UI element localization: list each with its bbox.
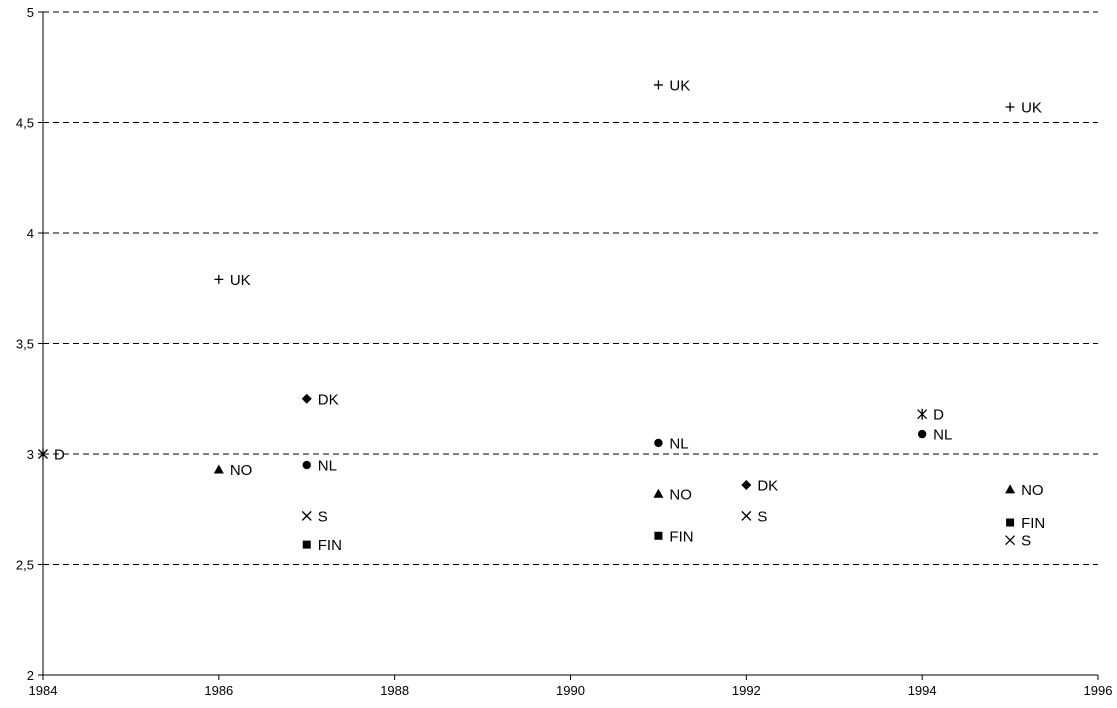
point-label: DK [757, 477, 778, 494]
data-point: NL [654, 435, 689, 452]
point-label: D [54, 447, 65, 464]
x-tick-label: 1990 [556, 683, 585, 698]
x-tick-label: 1996 [1084, 683, 1113, 698]
cross-marker [1005, 535, 1016, 546]
data-point: UK [653, 77, 690, 94]
data-point: D [917, 407, 944, 424]
diamond-marker [741, 479, 752, 490]
data-point: S [741, 508, 767, 525]
data-point: NO [1005, 482, 1044, 499]
y-tick-label: 3,5 [16, 337, 34, 352]
point-label: FIN [318, 537, 342, 554]
circle-marker [654, 438, 663, 448]
triangle-marker [213, 464, 224, 474]
square-marker [302, 540, 311, 549]
point-label: UK [1021, 100, 1042, 117]
cross-marker [301, 510, 312, 521]
data-point: FIN [302, 537, 342, 554]
triangle-marker [653, 488, 664, 498]
data-point: NO [213, 462, 253, 479]
point-label: UK [230, 272, 251, 289]
point-label: FIN [1021, 515, 1045, 532]
y-tick-label: 2,5 [16, 558, 34, 573]
data-point: FIN [1006, 515, 1045, 532]
point-label: S [757, 508, 767, 525]
data-point: FIN [654, 528, 694, 545]
data-point: DK [301, 391, 339, 408]
y-tick-label: 5 [27, 5, 34, 20]
point-label: NO [230, 462, 253, 479]
point-label: UK [669, 77, 690, 94]
point-label: NL [318, 458, 337, 475]
x-tick-label: 1994 [908, 683, 937, 698]
data-point: NL [917, 427, 952, 444]
data-point: NO [653, 486, 692, 503]
x-tick-label: 1984 [29, 683, 58, 698]
x-tick-label: 1986 [204, 683, 233, 698]
cross-marker [741, 510, 752, 521]
point-label: NL [933, 427, 952, 444]
data-point: D [38, 447, 65, 464]
asterisk-marker [38, 448, 48, 460]
circle-marker [917, 429, 927, 439]
data-point: UK [214, 272, 251, 289]
point-label: S [1021, 533, 1031, 550]
tick-labels: 2 2,5 3 3,5 4 4,5 5 1984 1986 1988 1990 1992 1994 199… [16, 5, 1113, 698]
point-label: NL [669, 435, 688, 452]
point-label: NO [1021, 482, 1043, 499]
data-point: UK [1005, 100, 1042, 117]
circle-marker [302, 460, 311, 470]
point-label: DK [318, 391, 339, 408]
data-point: S [301, 508, 328, 525]
data-point: DK [741, 477, 778, 494]
x-tick-label: 1988 [380, 683, 409, 698]
triangle-marker [1005, 484, 1016, 494]
y-tick-label: 4 [27, 226, 34, 241]
x-tick-label: 1992 [732, 683, 761, 698]
square-marker [654, 531, 663, 540]
asterisk-marker [917, 408, 928, 420]
y-tick-label: 3 [27, 447, 34, 462]
point-label: NO [669, 486, 692, 503]
plus-marker [653, 80, 663, 90]
data-point: S [1005, 533, 1031, 550]
plus-marker [1005, 102, 1015, 112]
gridlines [43, 11, 1098, 565]
plus-marker [214, 274, 224, 284]
point-label: S [318, 508, 328, 525]
y-tick-label: 4,5 [16, 116, 34, 131]
y-tick-label: 2 [27, 668, 34, 683]
data-point: NL [302, 458, 337, 475]
square-marker [1006, 518, 1015, 527]
point-label: FIN [669, 528, 693, 545]
diamond-marker [301, 393, 312, 404]
point-label: D [933, 407, 944, 424]
axes [38, 11, 1099, 680]
